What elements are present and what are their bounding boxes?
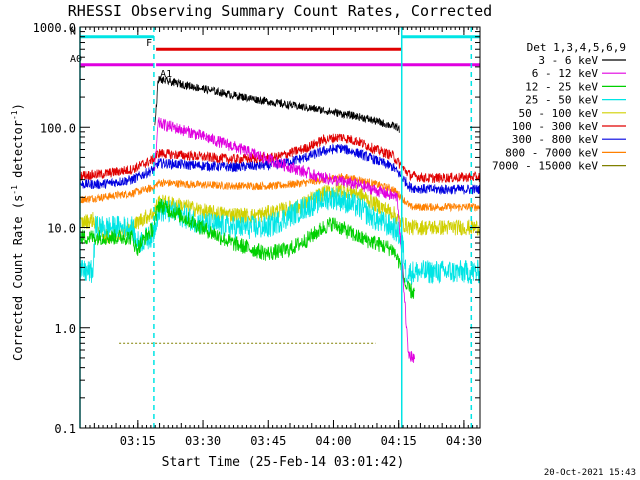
legend-entry-label: 300 - 800 keV xyxy=(512,133,598,146)
legend-entry-label: 50 - 100 keV xyxy=(519,107,599,120)
x-tick-label: 03:15 xyxy=(120,434,156,448)
x-axis-label: Start Time (25-Feb-14 03:01:42) xyxy=(162,455,405,470)
series-line xyxy=(79,187,481,286)
x-tick-label: 03:30 xyxy=(185,434,221,448)
y-axis-ticks: 1000.0 100.0 10.0 1.0 0.1 xyxy=(33,21,480,436)
chart-title: RHESSI Observing Summary Count Rates, Co… xyxy=(68,2,492,20)
x-axis-ticks: 03:15 03:30 03:45 04:00 04:15 04:30 xyxy=(85,27,482,448)
y-tick-label: 1000.0 xyxy=(33,21,76,35)
series-line xyxy=(79,198,415,299)
flag-label: A0 xyxy=(70,54,82,65)
series-lines xyxy=(79,75,481,363)
legend-entry-label: 7000 - 15000 keV xyxy=(492,160,598,173)
timestamp: 20-Oct-2021 15:43 xyxy=(544,468,636,478)
y-axis-label-sup: -1 xyxy=(10,185,19,195)
flag-label: F xyxy=(146,38,152,49)
legend-title: Det 1,3,4,5,6,9 xyxy=(527,41,626,54)
y-axis-label: Corrected Count Rate (s-1 detector-1) xyxy=(10,103,25,361)
legend-entry-label: 800 - 7000 keV xyxy=(505,146,598,159)
x-tick-label: 04:30 xyxy=(446,434,482,448)
y-axis-label-end: ) xyxy=(11,103,25,110)
legend-entry-label: 3 - 6 keV xyxy=(538,54,598,67)
y-tick-label: 1.0 xyxy=(54,322,76,336)
y-tick-label: 100.0 xyxy=(40,121,76,135)
y-axis-label-mid: detector xyxy=(11,120,25,185)
x-tick-label: 04:15 xyxy=(381,434,417,448)
y-axis-label-main: Corrected Count Rate (s xyxy=(11,195,25,361)
legend-entry-label: 100 - 300 keV xyxy=(512,120,598,133)
series-line xyxy=(154,117,415,363)
y-tick-label: 10.0 xyxy=(47,222,76,236)
y-axis-label-sup: -1 xyxy=(10,110,19,120)
flag-label: N xyxy=(70,27,76,38)
legend-entry-label: 25 - 50 keV xyxy=(525,94,598,107)
series-line xyxy=(79,182,481,245)
series-line xyxy=(79,143,481,196)
y-tick-label: 0.1 xyxy=(54,422,76,436)
legend-entry-label: 6 - 12 keV xyxy=(532,67,599,80)
series-line xyxy=(154,75,400,133)
flag-bars: N F A0 A1 xyxy=(70,27,480,80)
x-tick-label: 04:00 xyxy=(315,434,351,448)
legend-entry-label: 12 - 25 keV xyxy=(525,80,598,93)
x-tick-label: 03:45 xyxy=(250,434,286,448)
series-line xyxy=(79,173,481,213)
series-line xyxy=(79,133,481,183)
flag-label: A1 xyxy=(160,69,172,80)
